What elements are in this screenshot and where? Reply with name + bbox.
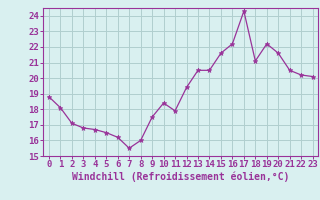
X-axis label: Windchill (Refroidissement éolien,°C): Windchill (Refroidissement éolien,°C) <box>72 172 290 182</box>
